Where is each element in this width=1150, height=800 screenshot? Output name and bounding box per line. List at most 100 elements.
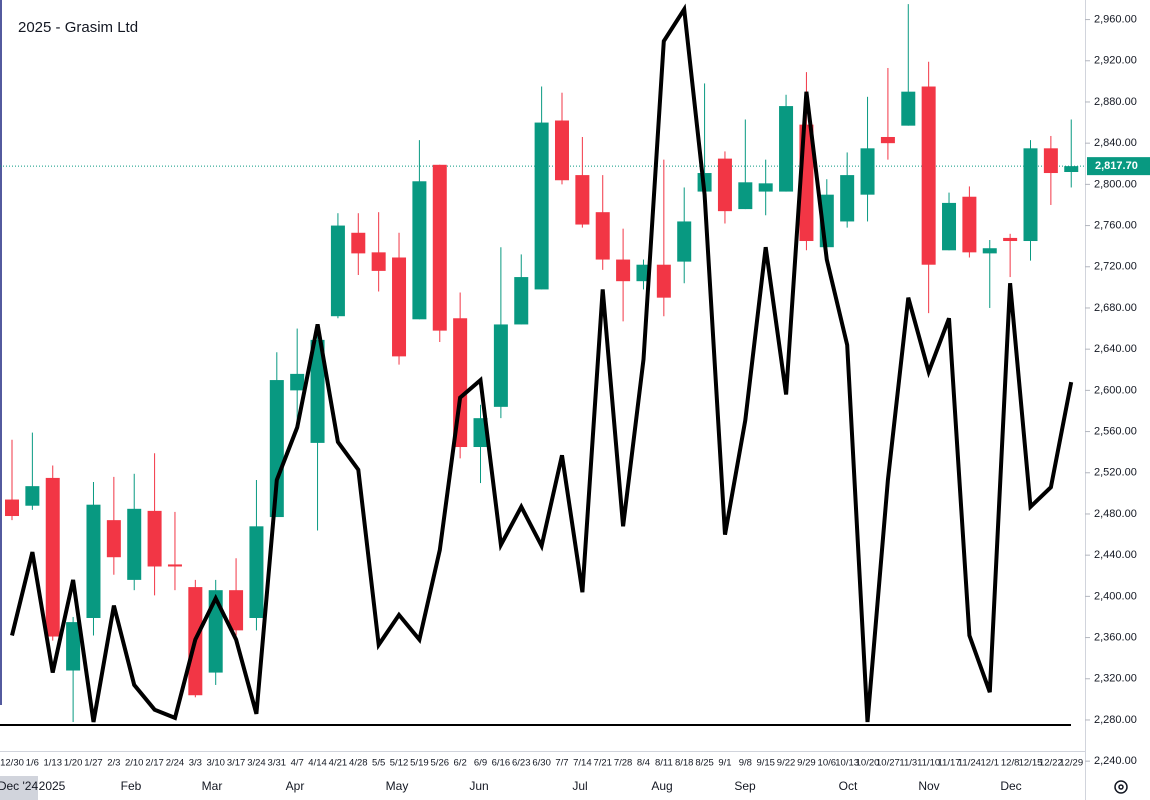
x-tick-label: 7/7 [555, 758, 568, 769]
candle-body [106, 520, 121, 558]
y-tick-label: 2,560.00 [1094, 425, 1137, 437]
candle-body [351, 232, 366, 254]
x-tick-label: 4/21 [329, 758, 348, 769]
candle-body [901, 91, 916, 126]
month-label: 2025 [39, 779, 66, 793]
x-tick-label: 11/10 [917, 758, 940, 769]
x-tick-label: 4/14 [308, 758, 327, 769]
month-label: Dec '24 [0, 779, 38, 793]
candle-body [269, 380, 284, 518]
x-tick-label: 1/13 [43, 758, 62, 769]
month-label: Aug [651, 779, 672, 793]
candle-body [371, 252, 386, 271]
x-tick-label: 5/19 [410, 758, 429, 769]
y-tick-label: 2,640.00 [1094, 343, 1137, 355]
candle-body [66, 622, 81, 671]
last-price-badge [1087, 157, 1150, 176]
y-tick-label: 2,960.00 [1094, 13, 1137, 25]
y-tick-label: 2,840.00 [1094, 137, 1137, 149]
x-tick-label: 11/17 [937, 758, 960, 769]
x-tick-label: 1/20 [64, 758, 83, 769]
candle-body [962, 196, 977, 253]
candle-body [758, 183, 773, 192]
x-tick-label: 2/3 [107, 758, 120, 769]
candle-body [5, 499, 19, 517]
candle-body [1023, 148, 1038, 242]
x-tick-label: 2/17 [145, 758, 164, 769]
candle-body [1003, 237, 1018, 242]
x-tick-label: 12/30 [0, 758, 24, 769]
x-tick-label: 9/22 [777, 758, 796, 769]
candle-body [147, 510, 162, 567]
candle-body [290, 373, 305, 391]
y-tick-label: 2,360.00 [1094, 631, 1137, 643]
settings-gear-core[interactable] [1118, 784, 1124, 790]
candle-body [738, 182, 753, 210]
chart-title: 2025 - Grasim Ltd [18, 19, 138, 36]
x-tick-label: 3/10 [206, 758, 225, 769]
candle-body [982, 248, 997, 254]
x-tick-label: 10/20 [856, 758, 880, 769]
candle-body [412, 181, 427, 320]
x-tick-label: 8/4 [637, 758, 650, 769]
candle-body [860, 148, 875, 195]
candle-body [25, 486, 40, 506]
y-tick-label: 2,880.00 [1094, 96, 1137, 108]
x-tick-label: 9/29 [797, 758, 816, 769]
x-tick-label: 3/17 [227, 758, 246, 769]
settings-icon[interactable] [1114, 780, 1128, 794]
x-tick-label: 12/22 [1039, 758, 1063, 769]
y-tick-label: 2,800.00 [1094, 178, 1137, 190]
x-tick-label: 5/12 [390, 758, 409, 769]
candle-body [127, 508, 142, 580]
x-tick-label: 10/6 [818, 758, 837, 769]
x-tick-label: 11/24 [958, 758, 981, 769]
x-tick-label: 7/14 [573, 758, 592, 769]
month-label: Nov [918, 779, 939, 793]
x-tick-label: 10/13 [835, 758, 859, 769]
x-tick-label: 12/29 [1059, 758, 1083, 769]
candle-body [392, 257, 407, 357]
y-tick-label: 2,600.00 [1094, 384, 1137, 396]
x-tick-label: 6/30 [532, 758, 551, 769]
x-tick-label: 12/8 [1001, 758, 1020, 769]
candle-body [249, 526, 264, 618]
candle-body [208, 590, 223, 673]
x-tick-label: 2/10 [125, 758, 144, 769]
candle-body [779, 106, 794, 192]
x-tick-label: 4/28 [349, 758, 368, 769]
x-tick-label: 9/15 [756, 758, 775, 769]
month-label: Apr [286, 779, 305, 793]
candle-body [840, 175, 855, 222]
x-tick-label: 6/9 [474, 758, 487, 769]
settings-gear[interactable] [1114, 780, 1128, 794]
x-tick-label: 12/15 [1019, 758, 1043, 769]
y-tick-label: 2,280.00 [1094, 714, 1137, 726]
month-label: May [386, 779, 409, 793]
month-label: Jul [572, 779, 587, 793]
x-tick-label: 8/18 [675, 758, 694, 769]
x-tick-label: 3/31 [268, 758, 287, 769]
x-tick-label: 10/27 [876, 758, 900, 769]
y-tick-label: 2,520.00 [1094, 467, 1137, 479]
month-label: Dec [1000, 779, 1021, 793]
candle-body [45, 477, 60, 637]
x-tick-label: 3/3 [189, 758, 202, 769]
month-label: Sep [734, 779, 756, 793]
candle-body [921, 86, 936, 265]
x-tick-label: 9/8 [739, 758, 752, 769]
candle-body [493, 324, 508, 407]
candle-body [1064, 166, 1079, 173]
candle-body [595, 212, 610, 260]
x-tick-label: 5/5 [372, 758, 385, 769]
candle-body [514, 277, 529, 325]
x-tick-label: 4/7 [291, 758, 304, 769]
candle-body [880, 136, 895, 144]
y-tick-label: 2,720.00 [1094, 261, 1137, 273]
x-tick-label: 2/24 [166, 758, 185, 769]
candle-body [473, 418, 488, 448]
candle-body [942, 202, 957, 251]
candle-body [1043, 148, 1058, 174]
month-label: Oct [839, 779, 858, 793]
